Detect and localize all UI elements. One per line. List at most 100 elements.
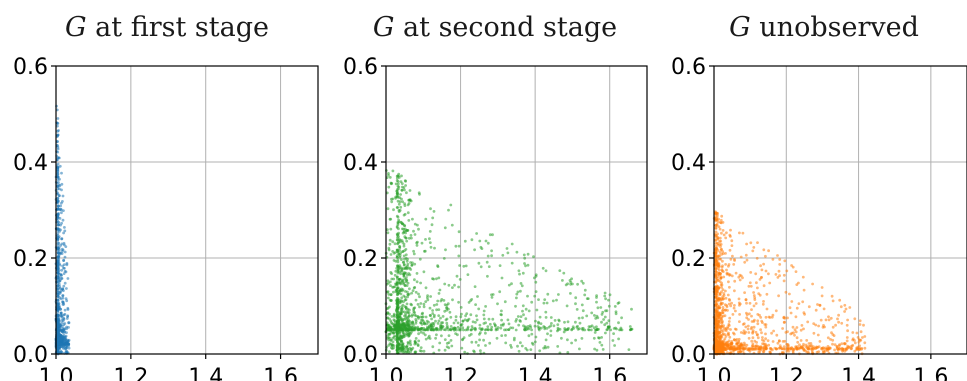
- scatter-point: [546, 345, 550, 349]
- scatter-point: [788, 306, 792, 310]
- scatter-point: [764, 332, 767, 336]
- scatter-point: [446, 302, 450, 306]
- scatter-point: [64, 347, 67, 351]
- scatter-point: [423, 333, 427, 337]
- scatter-point: [826, 336, 830, 340]
- scatter-point: [724, 289, 727, 293]
- scatter-point: [454, 332, 457, 335]
- scatter-point: [501, 253, 505, 257]
- scatter-point: [411, 346, 415, 350]
- scatter-point: [607, 326, 611, 330]
- scatter-point: [439, 316, 442, 320]
- scatter-point: [63, 322, 67, 325]
- scatter-point: [745, 242, 748, 246]
- scatter-point: [58, 248, 61, 252]
- scatter-point: [863, 335, 867, 338]
- scatter-point: [64, 334, 68, 338]
- y-tick-label: 0.4: [343, 151, 378, 176]
- scatter-point: [721, 343, 725, 347]
- scatter-point: [56, 256, 60, 259]
- scatter-point: [526, 263, 530, 267]
- plot-area: 1.0 1.2 1.4 1.6 0.0 0.2 0.4 0.6: [343, 55, 648, 381]
- scatter-point: [422, 331, 425, 335]
- scatter-point: [522, 324, 525, 328]
- axes-frame: [385, 65, 648, 355]
- scatter-point: [442, 299, 446, 302]
- scatter-point: [401, 200, 404, 204]
- scatter-point: [601, 348, 605, 351]
- scatter-point: [766, 339, 770, 342]
- scatter-point: [386, 228, 389, 232]
- scatter-point: [863, 341, 867, 345]
- scatter-point: [751, 346, 755, 349]
- scatter-point: [592, 326, 596, 330]
- scatter-point: [580, 279, 584, 283]
- scatter-point: [419, 321, 423, 324]
- scatter-point: [474, 303, 477, 306]
- scatter-point: [843, 310, 846, 313]
- scatter-point: [515, 292, 519, 296]
- scatter-point: [783, 347, 787, 351]
- scatter-point: [58, 230, 61, 233]
- scatter-point: [524, 264, 527, 268]
- scatter-point: [470, 340, 474, 344]
- scatter-point: [397, 327, 401, 331]
- scatter-point: [65, 263, 69, 267]
- scatter-point: [714, 343, 718, 346]
- scatter-point: [534, 319, 537, 323]
- scatter-point: [814, 308, 818, 312]
- scatter-point: [424, 315, 428, 319]
- scatter-point: [419, 302, 423, 305]
- scatter-point: [455, 274, 459, 278]
- scatter-point: [820, 286, 824, 289]
- scatter-point: [534, 290, 538, 293]
- scatter-point: [387, 246, 391, 250]
- scatter-point: [443, 303, 447, 307]
- scatter-point: [427, 334, 431, 338]
- scatter-point: [406, 257, 409, 261]
- scatter-point: [399, 193, 402, 196]
- y-tick-label: 0.0: [343, 343, 378, 368]
- scatter-point: [544, 310, 548, 314]
- scatter-point: [569, 292, 572, 295]
- scatter-point: [722, 297, 726, 300]
- scatter-point: [747, 331, 751, 334]
- scatter-point: [759, 276, 763, 279]
- scatter-point: [449, 328, 452, 331]
- scatter-point: [442, 257, 446, 260]
- scatter-point: [749, 271, 753, 274]
- scatter-point: [59, 307, 62, 311]
- scatter-point: [781, 327, 784, 330]
- scatter-point: [450, 223, 454, 227]
- scatter-point: [395, 349, 399, 353]
- scatter-point: [56, 327, 60, 331]
- scatter-point: [729, 304, 733, 308]
- scatter-point: [831, 325, 835, 329]
- scatter-point: [490, 249, 493, 253]
- scatter-point: [722, 233, 726, 237]
- scatter-point: [477, 261, 481, 265]
- scatter-point: [721, 340, 725, 344]
- scatter-point: [399, 282, 402, 286]
- scatter-point: [401, 288, 405, 291]
- scatter-point: [752, 246, 756, 249]
- scatter-point: [770, 331, 773, 335]
- scatter-point: [714, 252, 718, 255]
- scatter-point: [395, 293, 399, 297]
- scatter-point: [62, 272, 66, 275]
- scatter-point: [401, 231, 405, 235]
- scatter-point: [738, 231, 741, 235]
- panel-title: G at first stage: [65, 12, 269, 43]
- scatter-point: [715, 241, 719, 245]
- scatter-point: [59, 297, 63, 301]
- scatter-point: [721, 314, 725, 318]
- scatter-point: [734, 309, 737, 313]
- scatter-point: [404, 236, 408, 240]
- scatter-point: [388, 350, 391, 354]
- scatter-point: [411, 321, 414, 325]
- scatter-point: [530, 328, 533, 332]
- axes-frame: [55, 65, 319, 355]
- scatter-points: [712, 210, 867, 356]
- scatter-point: [60, 314, 64, 317]
- scatter-point: [473, 285, 477, 288]
